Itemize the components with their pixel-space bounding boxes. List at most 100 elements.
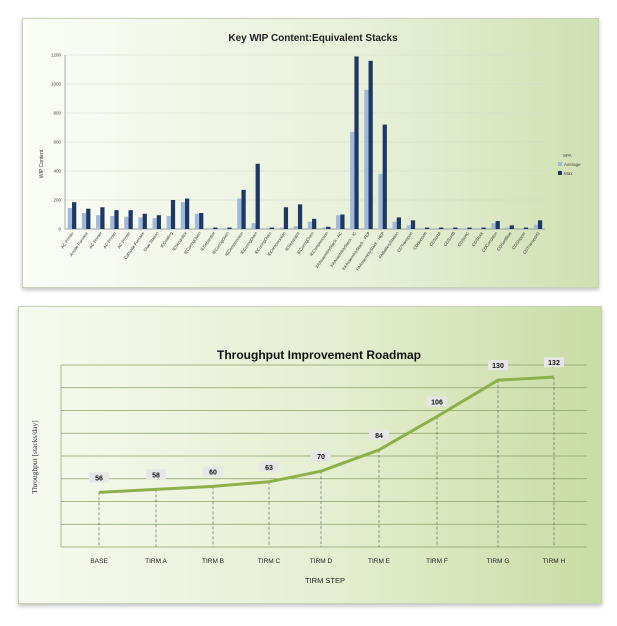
roadmap-x-tick-label: TIRM F — [426, 558, 448, 565]
wip-bar-max — [170, 200, 176, 229]
wip-bar-max — [86, 208, 91, 229]
wip-legend: SPA Average Max — [558, 153, 581, 176]
wip-bar-max — [185, 198, 190, 229]
wip-bar-average — [138, 217, 143, 229]
roadmap-x-tick-label: TIRM H — [543, 558, 566, 565]
roadmap-data-label-bg — [544, 357, 564, 368]
roadmap-drop-lines — [98, 377, 555, 547]
roadmap-chart-panel: Throughput Improvement Roadmap Throughpu… — [18, 306, 602, 604]
wip-bar-average — [124, 216, 129, 229]
wip-bar-max — [283, 207, 289, 229]
wip-x-tick-label: CDSupport — [412, 230, 428, 251]
wip-bar-average — [505, 227, 510, 229]
wip-y-tick-label: 1200 — [51, 53, 62, 58]
roadmap-x-tick-label: BASE — [90, 558, 108, 565]
wip-bar-average — [378, 173, 383, 229]
wip-bar-max — [509, 225, 514, 229]
wip-bar-average — [110, 215, 115, 229]
wip-y-tick-label: 400 — [53, 169, 61, 174]
wip-bar-max — [523, 227, 529, 229]
roadmap-x-tick-label: TIRM A — [145, 558, 167, 565]
wip-x-tick-label: CDStock — [471, 230, 485, 247]
wip-bar-max — [495, 221, 500, 229]
wip-y-tick-label: 800 — [53, 111, 61, 116]
wip-y-tick-label: 1000 — [51, 82, 62, 87]
wip-x-tick-label: CDSortBlue — [496, 230, 513, 252]
wip-bar-average — [364, 89, 369, 229]
wip-bar-max — [467, 227, 472, 229]
roadmap-data-label: 70 — [317, 454, 325, 461]
wip-bar-max — [396, 217, 401, 229]
roadmap-data-label-bg — [369, 429, 389, 440]
wip-legend-title: SPA — [563, 153, 572, 158]
roadmap-x-tick-labels: BASE TIRM A TIRM B TIRM C TIRM D TIRM E TIRM F… — [90, 558, 565, 565]
wip-x-tick-label: FAAssemblyStack - IC — [329, 231, 357, 268]
roadmap-data-label-bg — [203, 466, 223, 477]
roadmap-data-label: 130 — [492, 363, 504, 370]
wip-bar-average — [491, 223, 496, 229]
wip-chart-title: Key WIP Content:Equivalent Stacks — [228, 33, 398, 44]
wip-bar-max — [312, 218, 317, 229]
roadmap-x-tick-label: TIRM D — [310, 558, 333, 565]
wip-bar-max — [410, 220, 416, 229]
wip-legend-average-swatch — [558, 162, 562, 166]
wip-y-tick-label: 0 — [58, 227, 61, 232]
wip-bar-max — [241, 189, 246, 229]
wip-bar-average — [519, 228, 524, 229]
roadmap-x-axis-label: TIRM STEP — [305, 576, 345, 585]
roadmap-chart-title: Throughput Improvement Roadmap — [217, 348, 421, 362]
wip-bar-average — [307, 221, 313, 229]
wip-x-tick-label: CDSortC — [456, 231, 470, 248]
wip-bar-max — [156, 215, 161, 229]
roadmap-data-label: 56 — [95, 475, 103, 482]
wip-bar-average — [463, 228, 468, 229]
wip-bar-average — [533, 224, 538, 229]
roadmap-data-label: 63 — [265, 465, 273, 472]
roadmap-series-line — [98, 375, 555, 494]
roadmap-y-axis-label: Throughput [stacks/day] — [30, 420, 39, 494]
roadmap-data-label: 106 — [431, 400, 443, 407]
wip-x-tick-label: CDSortB — [442, 231, 456, 248]
wip-bar-average — [67, 207, 73, 229]
wip-bar-max — [227, 227, 232, 229]
wip-bar-average — [477, 228, 482, 229]
roadmap-data-label-bg — [427, 396, 447, 407]
roadmap-x-tick-label: TIRM E — [368, 558, 391, 565]
wip-bar-average — [223, 228, 228, 229]
wip-bar-average — [265, 228, 270, 229]
wip-bar-max — [439, 227, 444, 229]
wip-bar-max — [142, 213, 147, 229]
wip-bar-average — [293, 226, 298, 229]
wip-bar-average — [237, 198, 242, 229]
wip-legend-average-label: Average — [564, 162, 581, 167]
roadmap-data-label-bg — [488, 360, 508, 371]
wip-bar-max — [481, 227, 486, 229]
wip-bar-average — [350, 131, 355, 229]
wip-bar-average — [420, 228, 425, 229]
wip-bar-average — [209, 228, 214, 229]
wip-bar-max — [425, 227, 430, 229]
wip-x-tick-label: IECoating — [159, 230, 174, 248]
wip-bar-max — [368, 60, 373, 229]
wip-bar-average — [194, 213, 200, 229]
roadmap-data-label-bg — [146, 469, 166, 480]
wip-bar-max — [340, 214, 345, 229]
wip-bar-max — [213, 227, 218, 229]
roadmap-data-label: 84 — [375, 433, 383, 440]
wip-bar-max — [382, 124, 387, 229]
roadmap-data-label-bg — [259, 461, 279, 472]
wip-y-ticks: 0 200 400 600 800 1000 1200 — [51, 53, 62, 232]
roadmap-data-label: 132 — [548, 360, 560, 367]
wip-y-axis-label: WIP Content — [39, 149, 45, 178]
roadmap-line-chart: Throughput Improvement Roadmap Throughpu… — [30, 348, 587, 585]
wip-y-tick-label: 600 — [53, 140, 61, 145]
wip-bar-max — [453, 227, 458, 229]
wip-bar-average — [96, 215, 101, 229]
wip-bar-max — [199, 213, 204, 229]
wip-chart-panel: Key WIP Content:Equivalent Stacks WIP Co… — [22, 18, 599, 288]
wip-bar-max — [354, 56, 359, 230]
wip-bar-max — [128, 210, 133, 229]
roadmap-data-label: 60 — [209, 469, 217, 476]
wip-bar-average — [336, 215, 341, 229]
